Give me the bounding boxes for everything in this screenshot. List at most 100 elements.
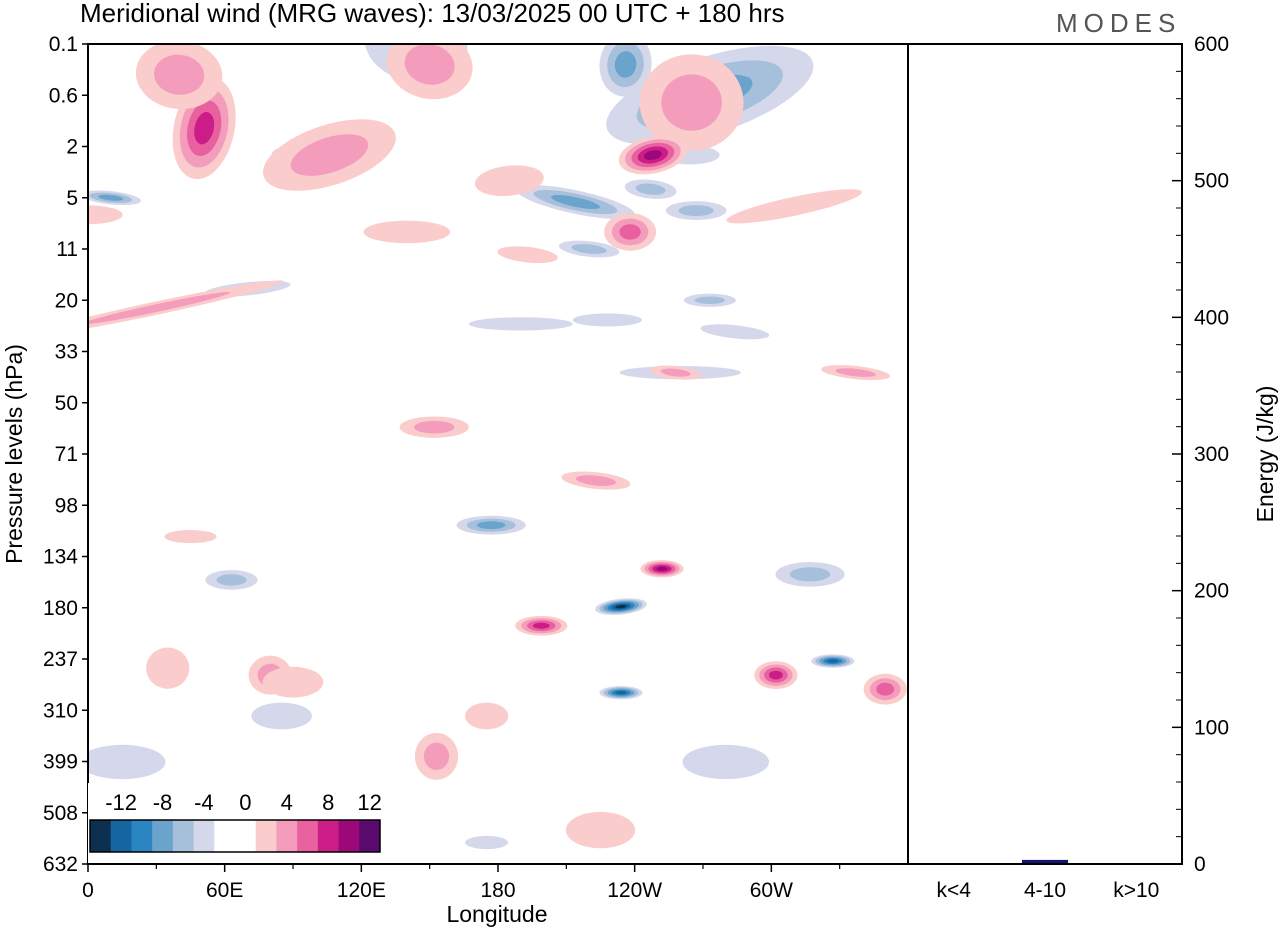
wind-anomaly-neg	[665, 201, 727, 220]
colorbar-cell	[359, 820, 381, 852]
contour-shading	[615, 690, 627, 695]
x-tick-label: 60W	[750, 879, 793, 902]
contour-shading	[476, 521, 506, 530]
colorbar-label: 8	[322, 790, 334, 815]
y-tick-label: 180	[43, 597, 78, 620]
pressure-axis: 0.1 0.6 2 5 11 20 33 50 71 98 134 180 237 310 399 508 63…	[43, 33, 88, 876]
wind-anomaly-pos	[386, 44, 473, 100]
wind-anomaly-pos	[515, 615, 568, 636]
wind-anomaly-pos	[640, 560, 684, 578]
contour-shading	[88, 291, 231, 325]
colorbar-cell	[255, 820, 277, 852]
contour-shading	[682, 744, 770, 780]
contour-shading	[656, 566, 668, 571]
y-tick-label: 399	[43, 751, 78, 774]
wind-anomaly-neg	[558, 240, 620, 258]
wind-anomaly-pos	[465, 702, 509, 730]
contour-shading	[216, 574, 247, 586]
energy-frame	[907, 43, 1183, 865]
energy-category-label: k>10	[1113, 879, 1159, 902]
y-tick-label: 33	[55, 341, 78, 364]
y-tick-label: 20	[55, 289, 78, 312]
colorbar-label: -4	[194, 790, 214, 815]
colorbar-cell	[338, 820, 360, 852]
y-tick-label: 71	[55, 443, 78, 466]
heatmap-plot-area	[88, 44, 908, 864]
wind-anomaly-neg	[700, 324, 770, 340]
colorbar-cell	[297, 820, 319, 852]
contour-shading	[465, 835, 509, 850]
modes-logo: MODES	[1056, 8, 1181, 38]
energy-tick-label: 100	[1194, 716, 1229, 739]
colorbar-frame	[89, 819, 381, 853]
wind-anomaly-neg	[775, 562, 845, 587]
wind-anomaly-neg	[456, 515, 526, 535]
energy-category-label: k<4	[936, 879, 971, 902]
colorbar-label: -8	[153, 790, 173, 815]
y-tick-label: 11	[56, 238, 78, 261]
wind-anomaly-pos	[262, 119, 396, 191]
contour-shading	[575, 475, 617, 486]
wind-anomaly-pos	[399, 416, 469, 438]
longitude-axis: 0 60E 120E 180 120W 60W	[82, 864, 841, 902]
contour-shading	[497, 246, 558, 264]
wind-anomaly-pos	[262, 666, 324, 698]
wind-anomaly-pos	[363, 220, 451, 244]
y-tick-label: 134	[43, 546, 78, 569]
wind-anomaly-neg	[682, 744, 770, 780]
energy-category-label: 4-10	[1024, 879, 1066, 902]
wind-anomaly-pos	[497, 246, 558, 264]
colorbar-cell	[172, 820, 195, 852]
wind-anomaly-pos	[88, 205, 123, 225]
wind-anomaly-pos	[146, 647, 190, 689]
contour-shading	[251, 702, 312, 730]
wind-anomaly-pos	[474, 165, 544, 197]
contour-shading	[726, 189, 862, 224]
y-tick-label: 0.1	[49, 33, 78, 56]
chart-title: Meridional wind (MRG waves): 13/03/2025 …	[80, 0, 785, 28]
colorbar-label: 12	[357, 790, 381, 815]
contour-shading	[423, 742, 450, 771]
colorbar-cell	[90, 820, 112, 852]
colorbar-cell	[131, 820, 153, 852]
contour-shading	[694, 296, 725, 305]
contour-shading	[768, 670, 783, 680]
contour-shading	[153, 54, 205, 95]
contour-shading	[835, 368, 876, 377]
wavenumber-axis: k<4 4-10 k>10	[936, 879, 1159, 902]
y-tick-label: 5	[66, 187, 78, 210]
x-tick-label: 180	[480, 879, 515, 902]
wind-anomaly-neg	[516, 184, 635, 220]
contour-shading	[88, 744, 166, 780]
y-tick-label: 310	[43, 699, 78, 722]
wind-anomaly-pos	[649, 365, 702, 380]
colorbar-cell	[152, 820, 174, 852]
wind-anomaly-neg	[595, 598, 647, 615]
wind-anomaly-pos	[754, 661, 798, 690]
y-tick-label: 2	[66, 136, 78, 159]
energy-axis-label: Energy (J/kg)	[1252, 386, 1278, 523]
contour-shading	[164, 529, 217, 544]
contour-shading	[619, 224, 641, 240]
wind-anomaly-neg	[88, 190, 141, 206]
wind-anomaly-pos	[639, 54, 744, 151]
wind-anomaly-pos	[164, 529, 217, 544]
energy-tick-label: 400	[1194, 306, 1229, 329]
colorbar-cell	[214, 820, 236, 852]
wind-anomaly-pos	[821, 365, 891, 381]
contour-shading	[876, 682, 895, 696]
contour-shading	[572, 313, 642, 327]
wind-anomaly-neg	[251, 702, 312, 730]
y-tick-label: 98	[55, 494, 78, 517]
wind-anomaly-neg	[88, 744, 166, 780]
contour-shading	[660, 368, 691, 377]
colorbar-cell	[276, 820, 298, 852]
colorbar-label: -12	[105, 790, 137, 815]
colorbar-label: 0	[239, 790, 251, 815]
x-tick-label: 60E	[206, 879, 243, 902]
contour-shading	[474, 165, 544, 197]
contour-shading	[571, 244, 607, 254]
x-tick-label: 0	[82, 879, 94, 902]
wind-anomaly-pos	[726, 189, 862, 224]
